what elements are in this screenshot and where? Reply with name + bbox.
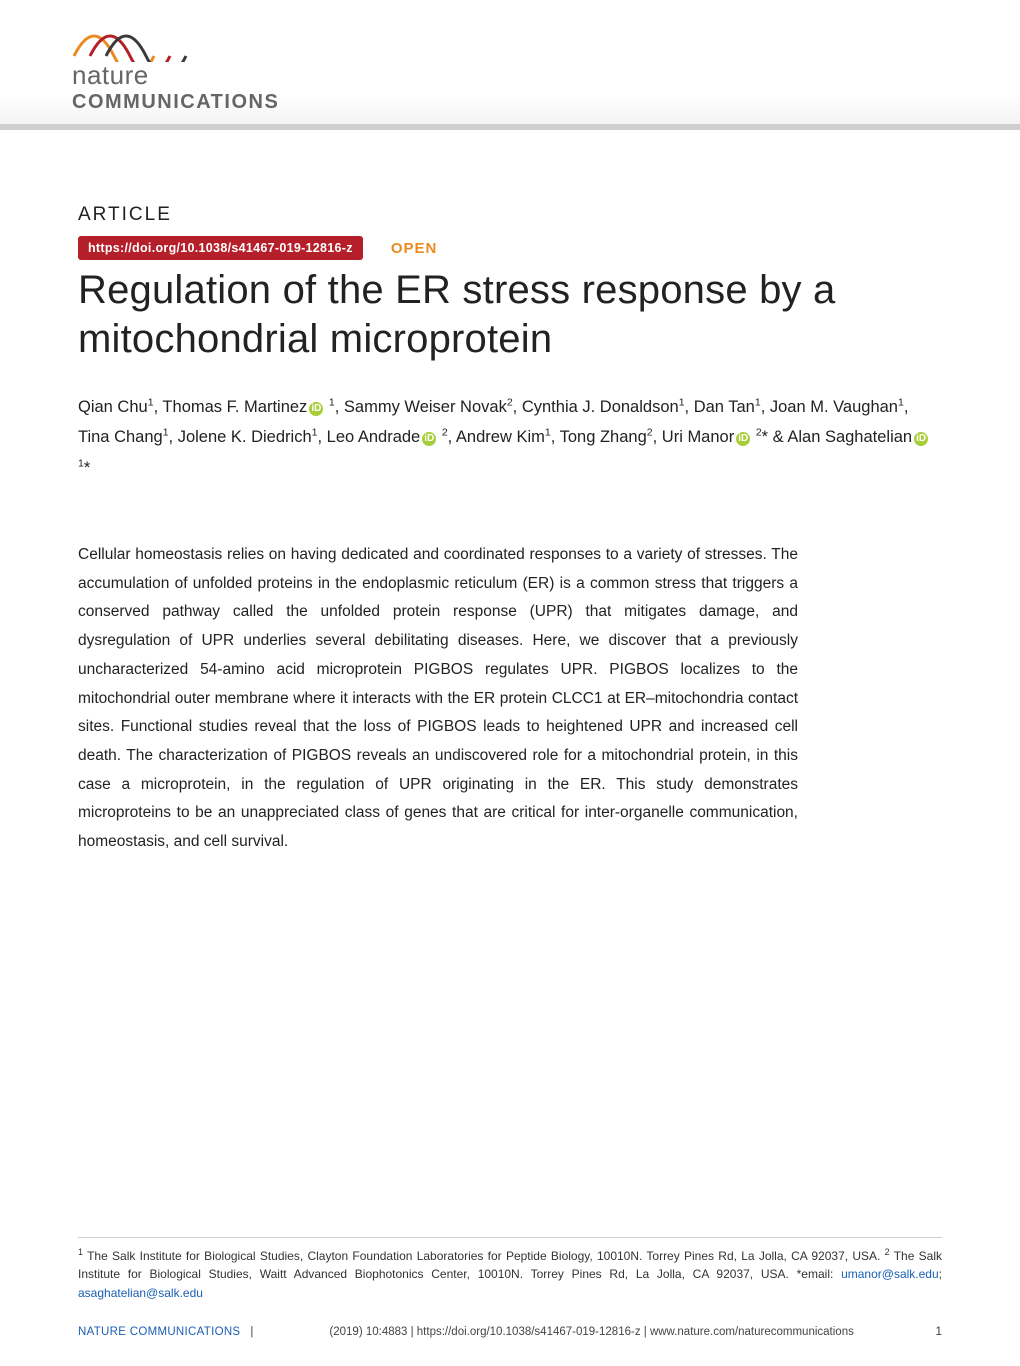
affiliations-block: 1 The Salk Institute for Biological Stud… bbox=[0, 1237, 1020, 1303]
article-title: Regulation of the ER stress response by … bbox=[78, 266, 942, 364]
email-link-1[interactable]: umanor@salk.edu bbox=[841, 1267, 939, 1281]
logo-sine-icon bbox=[72, 22, 232, 62]
orcid-icon: iD bbox=[309, 402, 323, 416]
doi-row: https://doi.org/10.1038/s41467-019-12816… bbox=[78, 236, 942, 260]
email-link-2[interactable]: asaghatelian@salk.edu bbox=[78, 1286, 203, 1300]
logo-text-nature: nature bbox=[72, 60, 279, 91]
journal-logo: nature COMMUNICATIONS bbox=[72, 22, 279, 114]
doi-badge[interactable]: https://doi.org/10.1038/s41467-019-12816… bbox=[78, 236, 363, 260]
corr-label: *email: bbox=[797, 1267, 834, 1281]
logo-text-communications: COMMUNICATIONS bbox=[72, 91, 279, 114]
article-type-label: ARTICLE bbox=[78, 204, 942, 226]
orcid-icon: iD bbox=[914, 432, 928, 446]
open-access-badge: OPEN bbox=[391, 240, 438, 257]
footer-sep: | bbox=[250, 1326, 253, 1338]
page-footer: NATURE COMMUNICATIONS | (2019) 10:4883 |… bbox=[0, 1302, 1020, 1366]
affiliation-1: The Salk Institute for Biological Studie… bbox=[87, 1249, 880, 1263]
orcid-icon: iD bbox=[736, 432, 750, 446]
journal-banner: nature COMMUNICATIONS bbox=[0, 0, 1020, 130]
abstract-text: Cellular homeostasis relies on having de… bbox=[78, 541, 798, 856]
article-content: ARTICLE https://doi.org/10.1038/s41467-0… bbox=[0, 130, 1020, 857]
orcid-icon: iD bbox=[422, 432, 436, 446]
footer-journal: NATURE COMMUNICATIONS bbox=[78, 1326, 240, 1338]
author-list: Qian Chu1, Thomas F. MartineziD 1, Sammy… bbox=[78, 392, 942, 484]
footer-meta: (2019) 10:4883 | https://doi.org/10.1038… bbox=[329, 1326, 853, 1338]
affiliations-text: 1 The Salk Institute for Biological Stud… bbox=[0, 1238, 1020, 1303]
footer-page-number: 1 bbox=[935, 1324, 942, 1338]
